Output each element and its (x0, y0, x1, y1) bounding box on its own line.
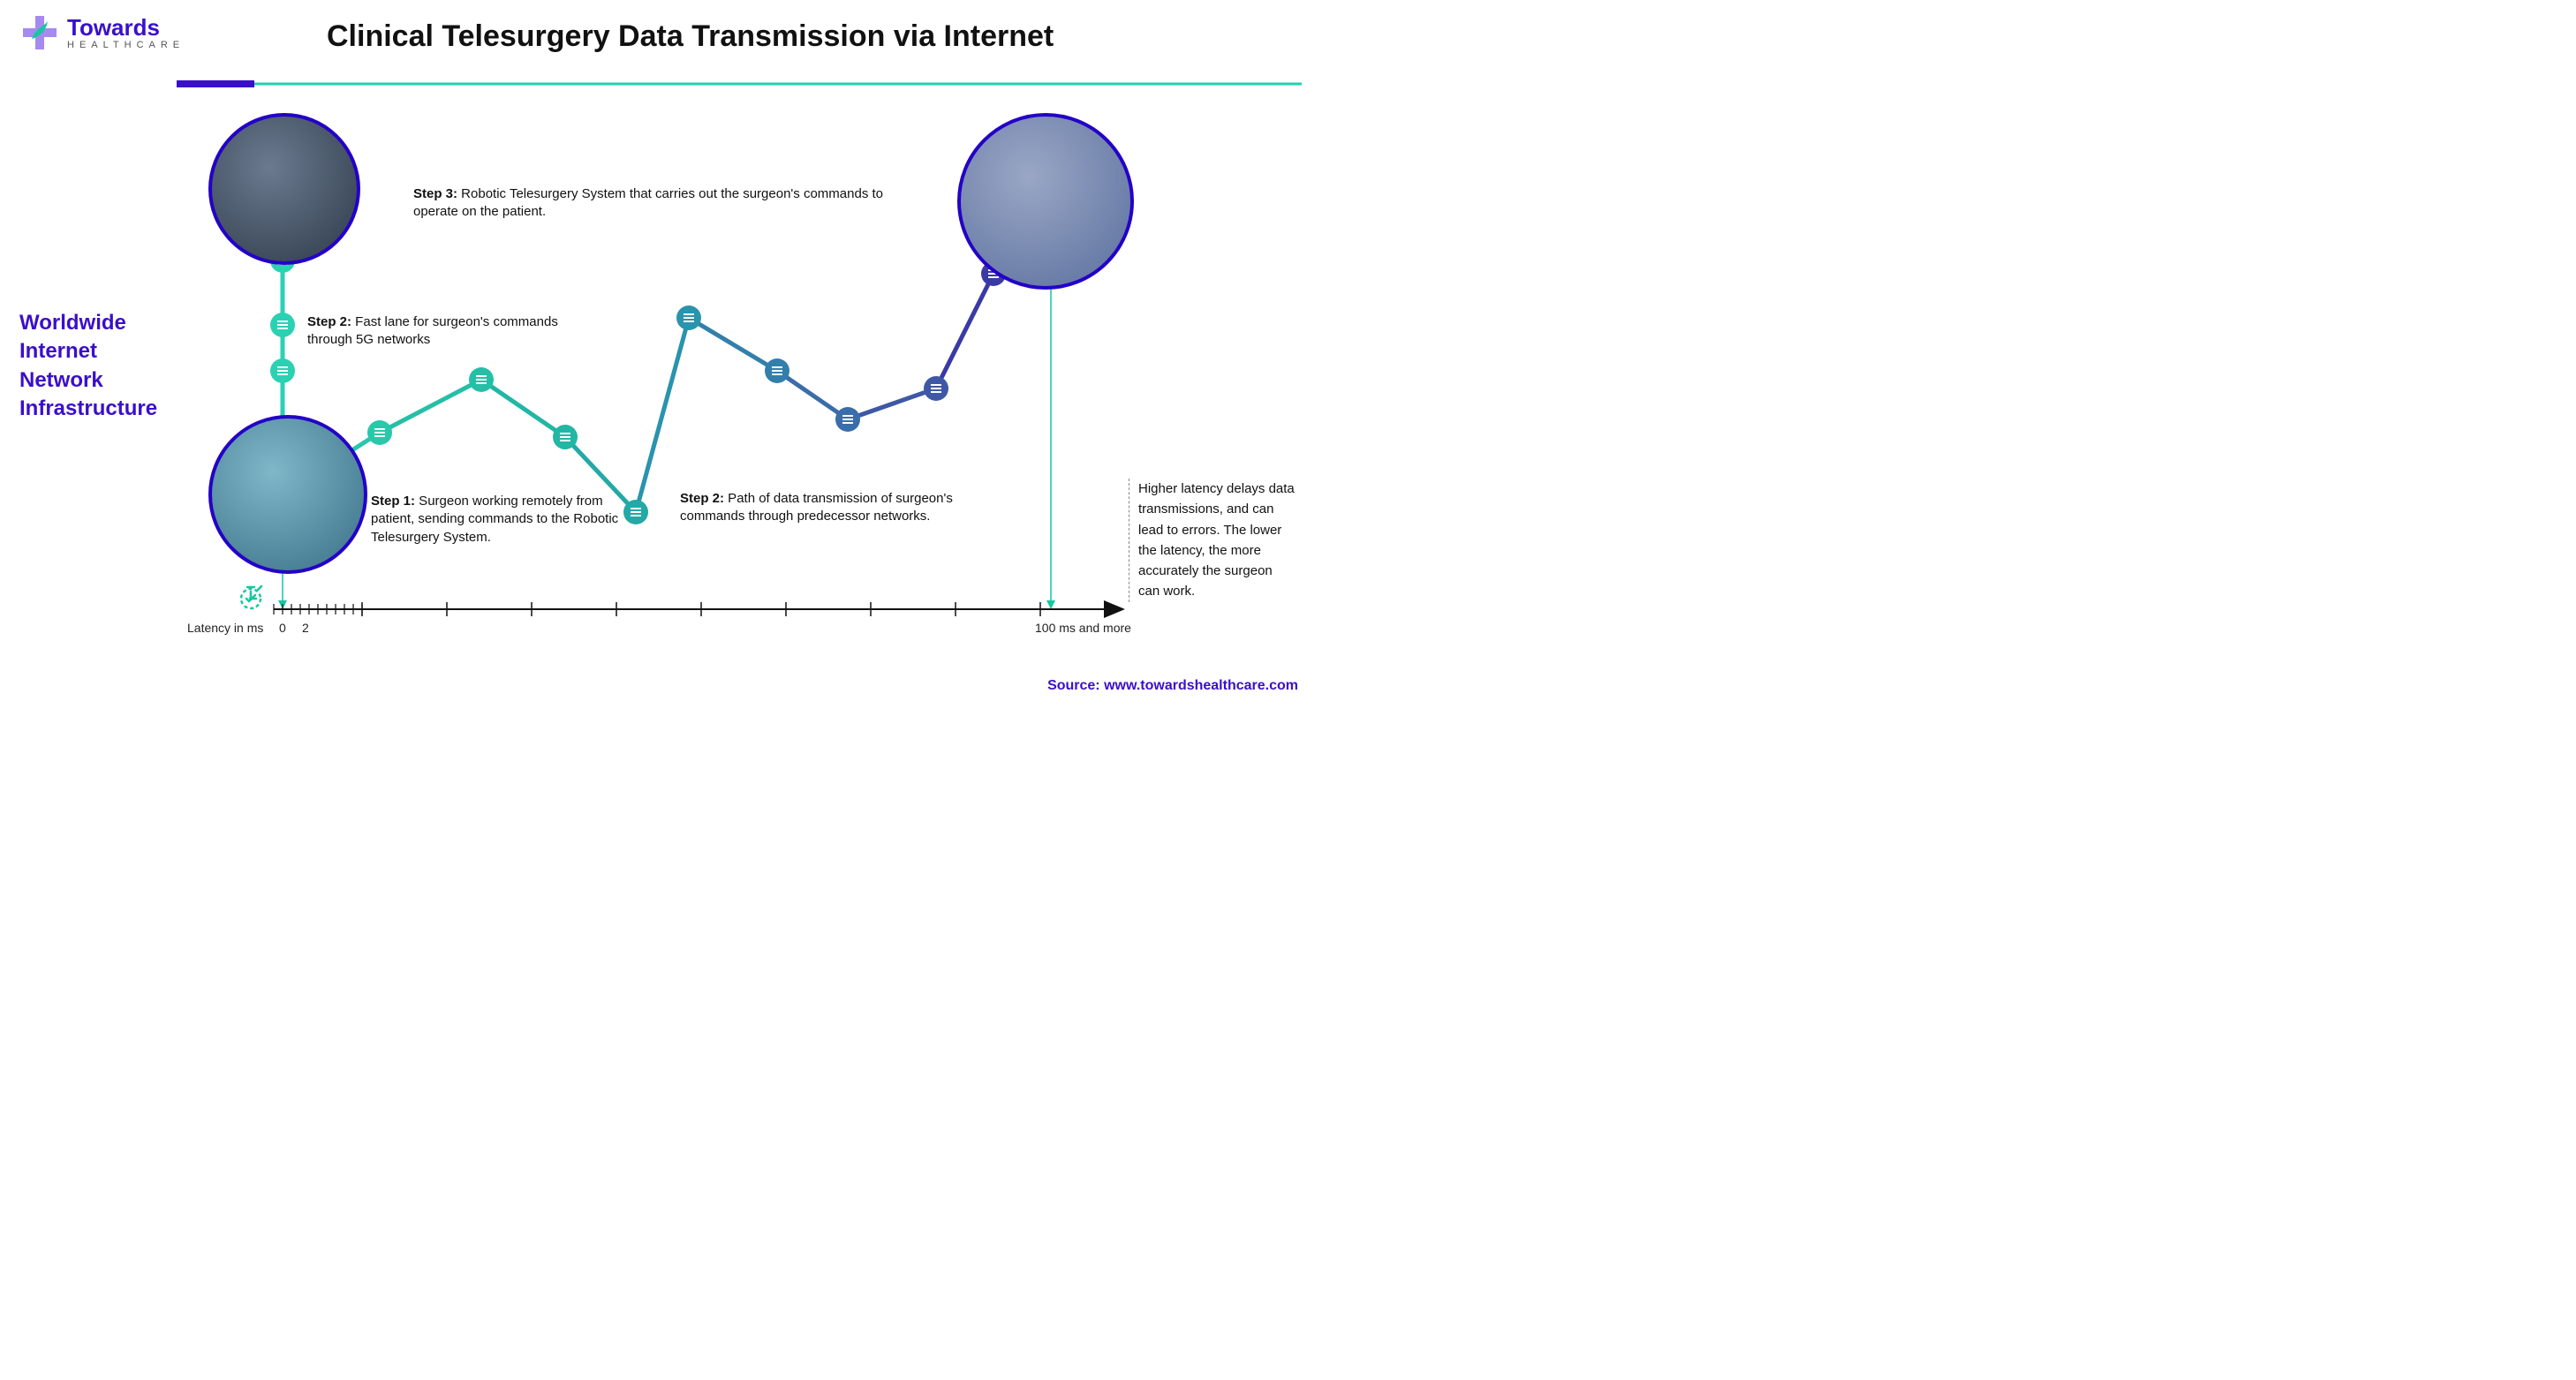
source-credit: Source: www.towardshealthcare.com (1047, 678, 1298, 694)
axis-label-right: 100 ms and more (1035, 621, 1131, 635)
photo-surgeon-remote (208, 415, 367, 574)
data-path (270, 191, 1063, 524)
axis-label-latency: Latency in ms (187, 621, 263, 635)
latency-note: Higher latency delays data transmissions… (1129, 479, 1296, 602)
clock-icon (237, 583, 265, 615)
photo-surgeon-console (208, 113, 360, 265)
step-2b-text: Step 2: Path of data transmission of sur… (680, 490, 980, 526)
diagram-canvas (0, 0, 1325, 706)
step-1-text: Step 1: Surgeon working remotely from pa… (371, 493, 636, 547)
step-3-text: Step 3: Robotic Telesurgery System that … (413, 185, 908, 222)
axis-tick-2: 2 (302, 621, 309, 635)
latency-axis (274, 602, 1122, 616)
photo-robotic-system (957, 113, 1134, 290)
axis-tick-0: 0 (279, 621, 286, 635)
step-2a-text: Step 2: Fast lane for surgeon's commands… (307, 313, 572, 350)
